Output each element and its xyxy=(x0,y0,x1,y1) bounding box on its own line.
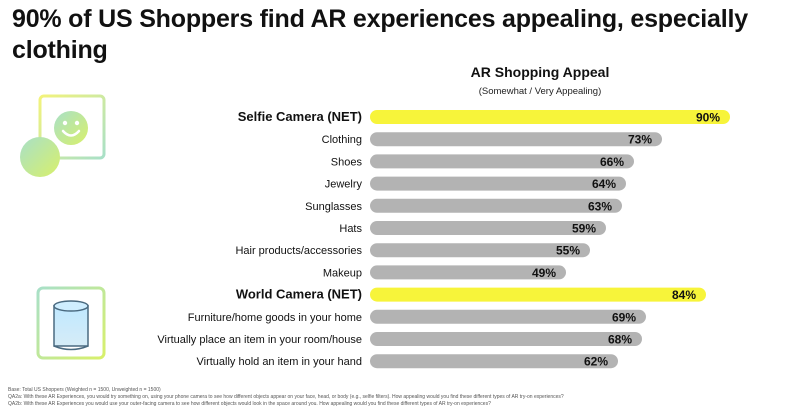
data-label-furniture-home-goods-in-your-home: 69% xyxy=(612,310,636,324)
bar-hair-products-accessories xyxy=(370,243,590,258)
category-label-sunglasses: Sunglasses xyxy=(305,201,362,213)
data-label-selfie-camera-net: 90% xyxy=(696,111,720,125)
category-label-world-camera-net: World Camera (NET) xyxy=(236,287,362,302)
data-label-hair-products-accessories: 55% xyxy=(556,244,580,258)
chart-subtitle: (Somewhat / Very Appealing) xyxy=(478,86,602,97)
headline: 90% of US Shoppers find AR experiences a… xyxy=(12,5,748,64)
data-label-jewelry: 64% xyxy=(592,177,616,191)
data-label-sunglasses: 63% xyxy=(588,199,612,213)
bar-selfie-camera-net xyxy=(370,110,730,124)
data-label-virtually-place-an-item-in-your-room-house: 68% xyxy=(608,333,632,347)
base-notes: Base: Total US Shoppers (Weighted n = 15… xyxy=(8,387,768,407)
category-label-selfie-camera-net: Selfie Camera (NET) xyxy=(238,109,362,124)
bar-jewelry xyxy=(370,176,626,191)
category-label-hair-products-accessories: Hair products/accessories xyxy=(235,245,362,257)
category-label-virtually-place-an-item-in-your-room-house: Virtually place an item in your room/hou… xyxy=(157,334,362,346)
bar-clothing xyxy=(370,132,662,147)
bar-hats xyxy=(370,221,606,235)
bar-shoes xyxy=(370,154,634,169)
data-label-makeup: 49% xyxy=(532,266,556,280)
category-label-clothing: Clothing xyxy=(322,134,362,146)
data-label-shoes: 66% xyxy=(600,155,624,169)
bar-sunglasses xyxy=(370,198,622,213)
data-label-clothing: 73% xyxy=(628,133,652,147)
note-qa2b: QA2b: With these AR Experiences you woul… xyxy=(8,400,491,407)
bar-virtually-place-an-item-in-your-room-house xyxy=(370,332,642,346)
category-label-virtually-hold-an-item-in-your-hand: Virtually hold an item in your hand xyxy=(196,356,362,368)
data-label-world-camera-net: 84% xyxy=(672,288,696,302)
category-label-makeup: Makeup xyxy=(323,267,362,279)
note-qa2a: QA2a: With these AR Experiences, you wou… xyxy=(8,393,564,400)
bar-makeup xyxy=(370,265,566,280)
chart-title: AR Shopping Appeal xyxy=(470,64,610,80)
note-base: Base: Total US Shoppers (Weighted n = 15… xyxy=(8,387,161,393)
data-label-hats: 59% xyxy=(572,222,596,236)
bar-furniture-home-goods-in-your-home xyxy=(370,309,646,324)
bar-virtually-hold-an-item-in-your-hand xyxy=(370,354,618,369)
bar-world-camera-net xyxy=(370,287,706,302)
category-label-shoes: Shoes xyxy=(331,156,363,168)
cylinder-object-icon xyxy=(36,286,108,367)
category-label-jewelry: Jewelry xyxy=(325,179,363,191)
category-label-furniture-home-goods-in-your-home: Furniture/home goods in your home xyxy=(188,312,362,324)
category-label-hats: Hats xyxy=(339,223,362,235)
data-label-virtually-hold-an-item-in-your-hand: 62% xyxy=(584,355,608,369)
smiley-face-icon xyxy=(18,94,108,189)
